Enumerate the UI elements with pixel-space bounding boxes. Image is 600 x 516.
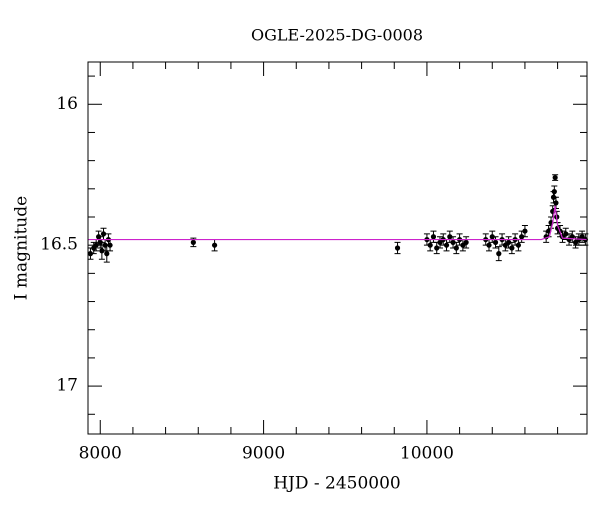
data-point [447,234,453,240]
data-point [496,251,502,257]
chart-title: OGLE-2025-DG-0008 [251,26,423,45]
data-point [509,245,515,251]
data-point [552,174,558,181]
y-tick-label: 17 [56,376,78,396]
data-point [553,200,559,206]
y-tick-label: 16.5 [40,235,78,255]
data-point [450,239,456,245]
data-point [515,242,521,248]
model-line [88,205,588,241]
plot-frame [87,61,588,435]
data-point [93,242,99,248]
x-tick-label: 10000 [400,444,454,464]
data-point [99,248,105,254]
data-point [453,245,459,251]
data-point [394,245,401,251]
data-point [492,239,499,245]
data-point [522,228,528,234]
data-point [104,251,110,257]
data-point [505,239,512,245]
data-point [107,242,113,248]
data-point [489,234,495,240]
x-axis-label: HJD - 2450000 [273,474,401,494]
data-point [463,239,469,245]
data-point [211,242,218,248]
x-tick-label: 9000 [242,444,285,464]
data-point [519,234,525,240]
data-point [563,231,569,237]
data-point [430,234,437,240]
data-point [443,242,450,248]
data-point [100,231,107,237]
x-tick-label: 8000 [79,444,122,464]
data-point [87,251,94,257]
y-tick-label: 16 [56,94,78,114]
data-point [486,242,492,248]
y-axis-label: I magnitude [12,196,32,300]
data-point [190,239,196,245]
data-point [551,189,557,195]
data-point [427,242,433,248]
data-point [434,245,440,251]
